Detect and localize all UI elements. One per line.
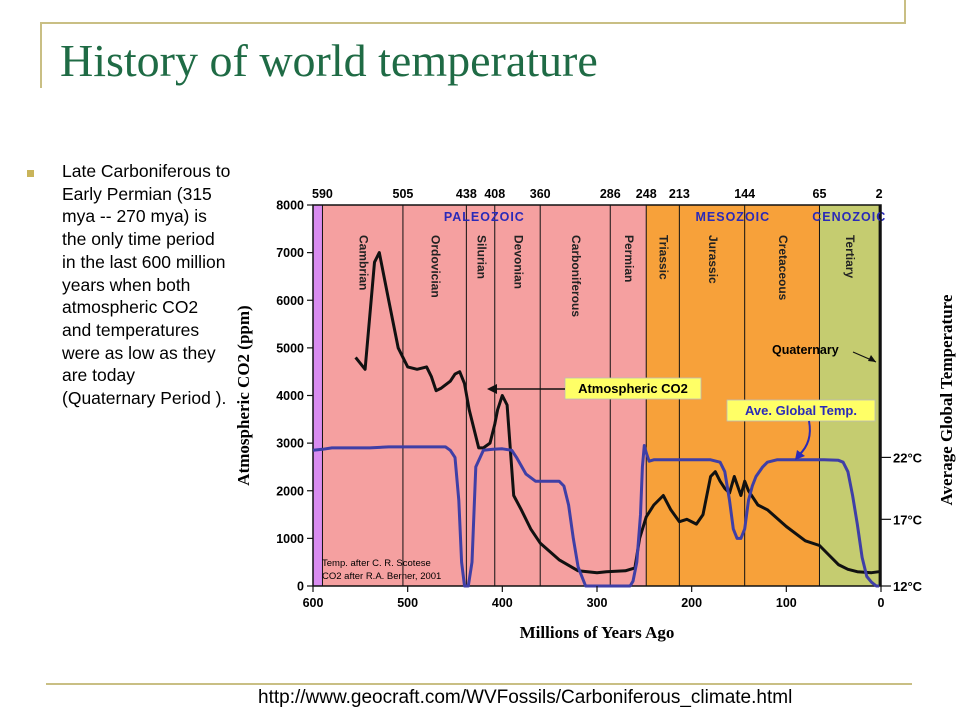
quaternary-band (879, 205, 881, 586)
boundary-label: 360 (530, 187, 551, 201)
co2-callout-text: Atmospheric CO2 (578, 381, 688, 396)
period-label: Devonian (511, 235, 525, 289)
period-label: Permian (622, 235, 636, 282)
era-label: CENOZOIC (812, 210, 886, 224)
y2-tick-label: 12°C (893, 579, 923, 594)
temp-callout-arrow-line (798, 420, 811, 456)
y-tick-label: 1000 (276, 532, 304, 546)
x-tick-label: 500 (397, 596, 418, 610)
quaternary-label: Quaternary (772, 343, 839, 357)
y-axis-title: Atmospheric CO2 (ppm) (234, 305, 253, 485)
period-label: Cretaceous (776, 235, 790, 301)
y-tick-label: 6000 (276, 294, 304, 308)
right-rule (904, 0, 906, 24)
boundary-label: 590 (312, 187, 333, 201)
bullet-text: Late Carboniferous to Early Permian (315… (62, 161, 231, 409)
temp-callout-text: Ave. Global Temp. (745, 403, 857, 418)
period-label: Triassic (657, 235, 671, 280)
x-tick-label: 600 (303, 596, 324, 610)
boundary-label: 505 (393, 187, 414, 201)
era-band-3 (819, 205, 880, 586)
credit-line-2: CO2 after R.A. Berner, 2001 (322, 571, 441, 582)
x-axis-title: Millions of Years Ago (520, 623, 675, 642)
temp-callout-arrowhead (795, 450, 805, 460)
slide-title: History of world temperature (60, 35, 598, 86)
x-tick-label: 400 (492, 596, 513, 610)
series-line-1 (312, 444, 880, 588)
y2-axis-title: Average Global Temperature (937, 294, 956, 505)
x-tick-label: 0 (878, 596, 885, 610)
y-tick-label: 0 (297, 580, 304, 594)
y-tick-label: 4000 (276, 389, 304, 403)
boundary-label: 248 (636, 187, 657, 201)
period-label: Cambrian (357, 235, 371, 290)
x-tick-label: 200 (681, 596, 702, 610)
period-label: Tertiary (843, 235, 857, 278)
credit-line-1: Temp. after C. R. Scotese (322, 558, 431, 569)
left-rule (40, 22, 42, 88)
y-tick-label: 3000 (276, 437, 304, 451)
era-band-0 (313, 205, 323, 586)
period-label: Jurassic (706, 235, 720, 284)
boundary-label: 408 (484, 187, 505, 201)
period-label: Carboniferous (569, 235, 583, 317)
bullet-square-icon (27, 170, 34, 177)
y-tick-label: 8000 (276, 199, 304, 213)
quaternary-arrowhead (868, 355, 876, 362)
source-url[interactable]: http://www.geocraft.com/WVFossils/Carbon… (258, 687, 793, 708)
y-tick-label: 2000 (276, 484, 304, 498)
y-tick-label: 5000 (276, 341, 304, 355)
co2-callout-arrowhead (487, 384, 497, 394)
x-tick-label: 300 (587, 596, 608, 610)
era-label: MESOZOIC (696, 210, 771, 224)
period-label: Silurian (474, 235, 488, 279)
boundary-label: 65 (813, 187, 827, 201)
x-tick-label: 100 (776, 596, 797, 610)
boundary-label: 286 (600, 187, 621, 201)
temp-callout-box (726, 399, 876, 422)
y-tick-label: 7000 (276, 246, 304, 260)
boundary-label: 144 (734, 187, 755, 201)
boundary-label: 438 (456, 187, 477, 201)
temperature-co2-chart: 590 505 438 408 360 286 248 213 144 65 2 PALEOZOIC M… (234, 187, 956, 642)
series-line-0 (354, 251, 880, 575)
y2-tick-label: 22°C (893, 450, 923, 465)
bottom-rule (46, 683, 912, 685)
era-label: PALEOZOIC (444, 210, 525, 224)
top-rule (40, 22, 906, 24)
boundary-label: 213 (669, 187, 690, 201)
boundary-label: 2 (876, 187, 883, 201)
y2-tick-label: 17°C (893, 512, 923, 527)
period-label: Ordovician (428, 235, 442, 298)
